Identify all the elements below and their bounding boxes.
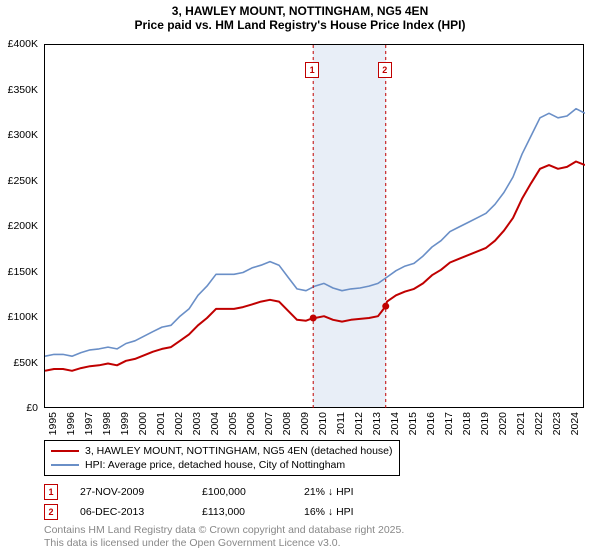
x-tick-label: 2015 [407, 412, 419, 435]
y-tick-label: £400K [8, 38, 38, 50]
legend: 3, HAWLEY MOUNT, NOTTINGHAM, NG5 4EN (de… [44, 440, 400, 476]
legend-label: 3, HAWLEY MOUNT, NOTTINGHAM, NG5 4EN (de… [85, 445, 393, 457]
x-tick-label: 2014 [389, 412, 401, 435]
sale-date: 27-NOV-2009 [80, 486, 180, 498]
x-tick-label: 2011 [335, 412, 347, 435]
sale-row: 1 27-NOV-2009 £100,000 21% ↓ HPI [44, 482, 354, 502]
legend-swatch [51, 464, 79, 466]
plot-region [44, 44, 584, 408]
x-tick-label: 2017 [443, 412, 455, 435]
title-line-2: Price paid vs. HM Land Registry's House … [0, 18, 600, 32]
x-tick-label: 2016 [425, 412, 437, 435]
sale-date: 06-DEC-2013 [80, 506, 180, 518]
legend-swatch [51, 450, 79, 452]
sale-table: 1 27-NOV-2009 £100,000 21% ↓ HPI 2 06-DEC-201… [44, 482, 354, 522]
x-tick-label: 1998 [101, 412, 113, 435]
x-tick-label: 2012 [353, 412, 365, 435]
y-tick-label: £300K [8, 129, 38, 141]
sale-dot [382, 303, 389, 310]
x-tick-label: 2019 [479, 412, 491, 435]
attribution-line-1: Contains HM Land Registry data © Crown c… [44, 524, 404, 537]
legend-row: 3, HAWLEY MOUNT, NOTTINGHAM, NG5 4EN (de… [51, 444, 393, 458]
x-tick-label: 2000 [137, 412, 149, 435]
sale-marker-label: 2 [378, 62, 392, 78]
sale-price: £100,000 [202, 486, 282, 498]
x-tick-label: 2021 [515, 412, 527, 435]
chart-title: 3, HAWLEY MOUNT, NOTTINGHAM, NG5 4EN Pri… [0, 0, 600, 32]
x-tick-label: 2024 [569, 412, 581, 435]
x-tick-label: 2022 [533, 412, 545, 435]
x-tick-label: 2007 [263, 412, 275, 435]
y-tick-label: £250K [8, 175, 38, 187]
sale-row: 2 06-DEC-2013 £113,000 16% ↓ HPI [44, 502, 354, 522]
attribution-line-2: This data is licensed under the Open Gov… [44, 537, 404, 550]
x-tick-label: 2004 [209, 412, 221, 435]
y-tick-label: £0 [26, 402, 38, 414]
x-tick-label: 2005 [227, 412, 239, 435]
x-tick-label: 2010 [317, 412, 329, 435]
y-tick-label: £150K [8, 266, 38, 278]
x-tick-label: 1999 [119, 412, 131, 435]
x-tick-label: 2001 [155, 412, 167, 435]
y-tick-label: £350K [8, 84, 38, 96]
attribution: Contains HM Land Registry data © Crown c… [44, 524, 404, 550]
sale-dot [310, 315, 317, 322]
legend-label: HPI: Average price, detached house, City… [85, 459, 345, 471]
x-tick-label: 2008 [281, 412, 293, 435]
sale-row-marker: 1 [44, 484, 58, 500]
title-line-1: 3, HAWLEY MOUNT, NOTTINGHAM, NG5 4EN [0, 4, 600, 18]
x-tick-label: 2018 [461, 412, 473, 435]
y-tick-label: £50K [13, 357, 38, 369]
sale-row-marker: 2 [44, 504, 58, 520]
sale-delta: 16% ↓ HPI [304, 506, 354, 518]
x-tick-label: 2002 [173, 412, 185, 435]
x-tick-label: 1995 [47, 412, 59, 435]
x-tick-label: 2020 [497, 412, 509, 435]
legend-row: HPI: Average price, detached house, City… [51, 458, 393, 472]
x-tick-label: 1997 [83, 412, 95, 435]
x-tick-label: 2003 [191, 412, 203, 435]
chart-area: £0£50K£100K£150K£200K£250K£300K£350K£400… [44, 44, 584, 408]
y-tick-label: £100K [8, 311, 38, 323]
sale-delta: 21% ↓ HPI [304, 486, 354, 498]
x-tick-label: 1996 [65, 412, 77, 435]
plot-svg [45, 45, 585, 409]
x-tick-label: 2006 [245, 412, 257, 435]
y-tick-label: £200K [8, 220, 38, 232]
sale-price: £113,000 [202, 506, 282, 518]
x-tick-label: 2023 [551, 412, 563, 435]
x-tick-label: 2013 [371, 412, 383, 435]
sale-marker-label: 1 [305, 62, 319, 78]
x-tick-label: 2009 [299, 412, 311, 435]
